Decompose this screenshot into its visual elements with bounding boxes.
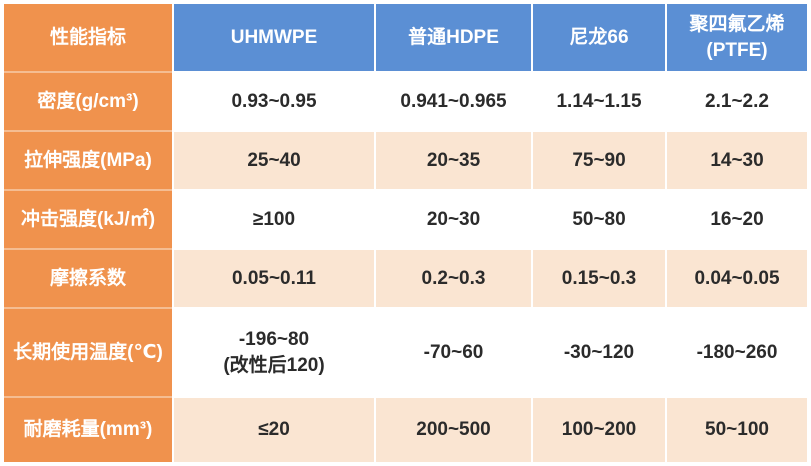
column-header-ptfe: 聚四氟乙烯 (PTFE) [667, 4, 807, 71]
data-cell: -70~60 [376, 309, 531, 396]
row-label-wear-loss: 耐磨耗量(mm³) [4, 398, 172, 462]
row-label-friction-coefficient: 摩擦系数 [4, 250, 172, 307]
data-cell: 1.14~1.15 [533, 73, 665, 130]
corner-header-cell: 性能指标 [4, 4, 172, 71]
data-cell: 14~30 [667, 132, 807, 189]
data-cell: -196~80 (改性后120) [174, 309, 374, 396]
data-cell: 100~200 [533, 398, 665, 462]
data-cell: 0.941~0.965 [376, 73, 531, 130]
column-header-nylon66: 尼龙66 [533, 4, 665, 71]
row-label-impact-strength: 冲击强度(kJ/㎡) [4, 191, 172, 248]
data-cell: ≤20 [174, 398, 374, 462]
row-label-service-temperature: 长期使用温度(℃) [4, 309, 172, 396]
data-cell: 25~40 [174, 132, 374, 189]
data-cell: 50~80 [533, 191, 665, 248]
data-cell: 20~30 [376, 191, 531, 248]
column-header-uhmwpe: UHMWPE [174, 4, 374, 71]
data-cell: 16~20 [667, 191, 807, 248]
data-cell: 0.93~0.95 [174, 73, 374, 130]
data-cell: 0.15~0.3 [533, 250, 665, 307]
data-cell: 0.05~0.11 [174, 250, 374, 307]
row-label-tensile-strength: 拉伸强度(MPa) [4, 132, 172, 189]
data-cell: -180~260 [667, 309, 807, 396]
data-cell: 20~35 [376, 132, 531, 189]
data-cell: -30~120 [533, 309, 665, 396]
data-cell: 2.1~2.2 [667, 73, 807, 130]
data-cell: ≥100 [174, 191, 374, 248]
data-cell: 200~500 [376, 398, 531, 462]
column-header-hdpe: 普通HDPE [376, 4, 531, 71]
data-cell: 75~90 [533, 132, 665, 189]
data-cell: 0.2~0.3 [376, 250, 531, 307]
data-cell: 50~100 [667, 398, 807, 462]
row-label-density: 密度(g/cm³) [4, 73, 172, 130]
data-cell: 0.04~0.05 [667, 250, 807, 307]
